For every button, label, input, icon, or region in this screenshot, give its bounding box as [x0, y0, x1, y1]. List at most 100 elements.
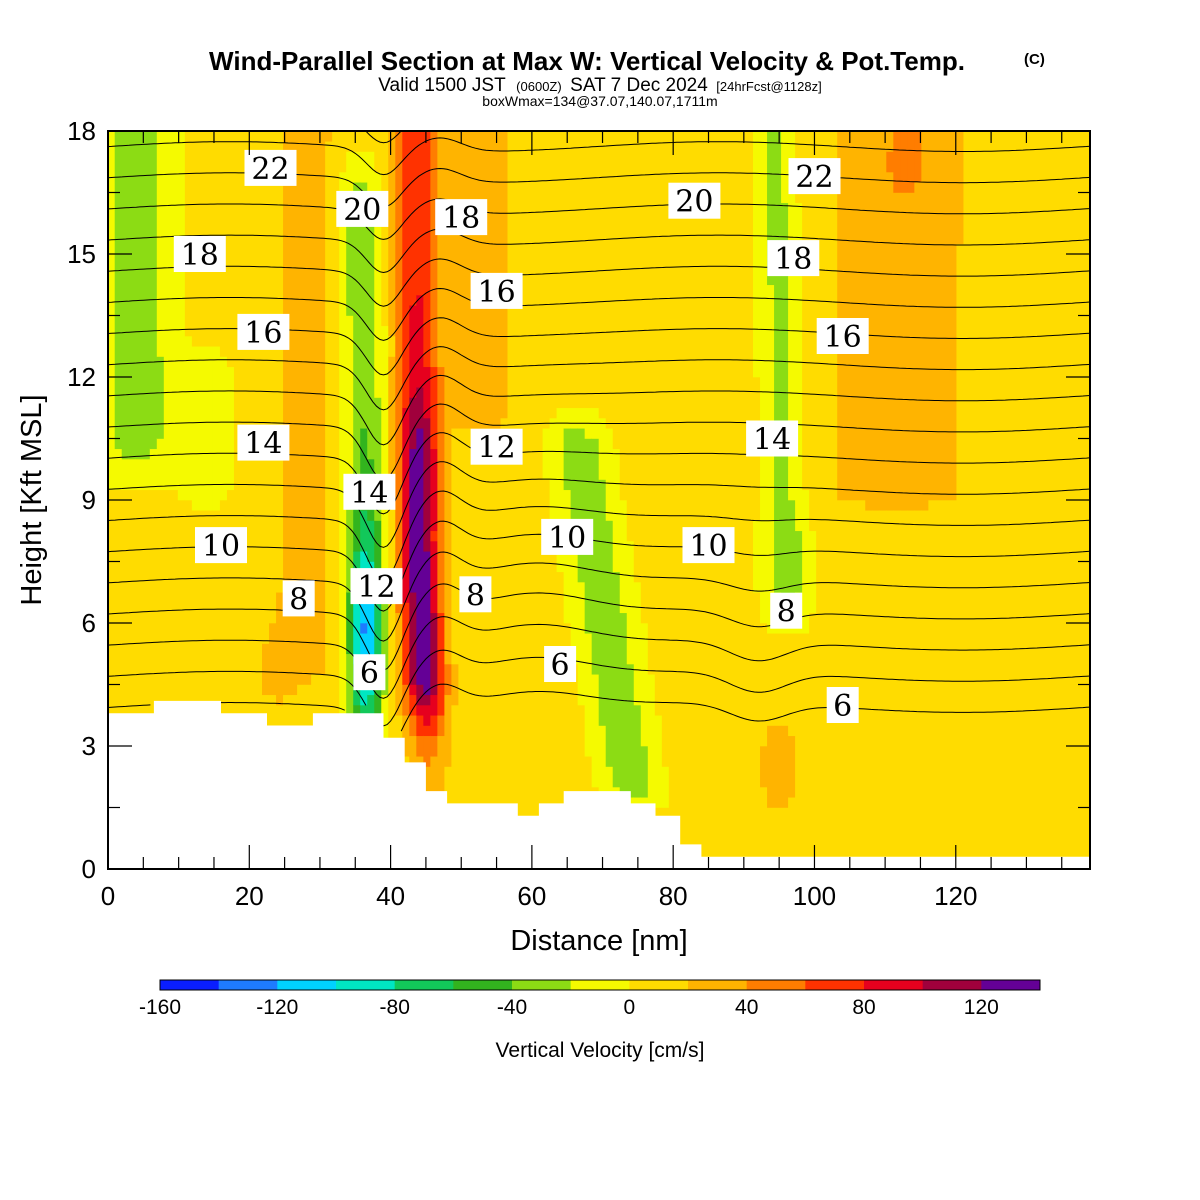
- w-field-cell: [156, 489, 165, 869]
- w-field-cell: [409, 397, 417, 450]
- w-field-cell: [570, 427, 579, 542]
- theta-contour-label: 16: [470, 272, 523, 310]
- theta-contour-label-text: 14: [350, 476, 388, 511]
- w-field-cell: [781, 725, 789, 808]
- w-field-cell: [374, 171, 382, 398]
- w-field-cell: [1061, 131, 1070, 869]
- theta-contour-label-text: 22: [795, 160, 833, 195]
- w-field-cell: [451, 663, 460, 706]
- theta-contour-label-text: 18: [774, 242, 812, 277]
- w-field-cell: [865, 509, 873, 869]
- w-field-cell: [865, 131, 873, 511]
- w-field-cell: [114, 131, 123, 450]
- w-field-cell: [472, 427, 481, 869]
- w-field-cell: [781, 202, 789, 603]
- colorbar-swatch: [453, 980, 513, 990]
- w-field-cell: [135, 489, 144, 869]
- chart-subtitle: Valid 1500 JST (0600Z) SAT 7 Dec 2024 [2…: [378, 75, 821, 96]
- w-field-cell: [304, 131, 312, 685]
- w-field-cell: [367, 520, 375, 562]
- w-field-cell: [675, 131, 684, 869]
- w-field-cell: [367, 192, 375, 460]
- y-tick-label: 18: [67, 116, 96, 146]
- w-field-cell: [283, 131, 291, 696]
- theta-contour-label-text: 20: [675, 185, 713, 220]
- w-field-cell: [788, 796, 796, 869]
- w-field-cell: [731, 131, 740, 869]
- theta-contour-label: 14: [746, 420, 799, 458]
- w-field-cell: [360, 622, 368, 634]
- w-field-cell: [633, 704, 642, 798]
- w-field-cell: [416, 294, 424, 388]
- w-field-cell: [269, 622, 277, 696]
- w-field-cell: [816, 131, 824, 869]
- w-field-cell: [851, 131, 859, 501]
- w-field-cell: [388, 335, 396, 357]
- w-field-cell: [128, 489, 137, 869]
- theta-contour-label: 18: [173, 236, 226, 273]
- w-field-cell: [388, 489, 396, 869]
- w-field-cell: [879, 509, 887, 869]
- w-field-cell: [226, 131, 235, 368]
- w-field-cell: [444, 131, 452, 665]
- w-field-cell: [514, 131, 523, 869]
- w-field-cell: [956, 131, 965, 245]
- w-field-cell: [311, 131, 319, 675]
- w-field-cell: [598, 131, 607, 419]
- w-field-cell: [767, 632, 775, 726]
- theta-contour-line: [108, 520, 1090, 612]
- theta-contour-line: [108, 551, 1090, 642]
- w-field-cell: [360, 509, 368, 552]
- theta-contour-label-text: 6: [833, 689, 852, 724]
- w-field-cell: [346, 653, 354, 757]
- theta-contour-label: 6: [826, 687, 859, 724]
- w-field-cell: [360, 151, 368, 183]
- w-field-cell: [682, 131, 691, 869]
- w-field-cell: [402, 602, 410, 685]
- colorbar-tick-label: -40: [497, 996, 527, 1019]
- w-field-cell: [977, 131, 986, 869]
- w-field-cell: [570, 540, 579, 665]
- colorbar-swatch: [336, 980, 396, 990]
- w-field-cell: [844, 499, 852, 869]
- y-tick-label: 3: [82, 731, 96, 761]
- theta-contour-line: [108, 287, 1090, 341]
- w-field-cell: [619, 612, 628, 798]
- w-field-cell: [423, 694, 431, 706]
- w-field-cell: [893, 192, 901, 511]
- theta-contour-labels: 6 6 6 8 8 8 10 10 10 12 12 14 14 14 16 16 16 18 18 18 20 20 22…: [173, 149, 869, 724]
- w-field-cell: [795, 632, 803, 869]
- w-field-cell: [423, 131, 431, 368]
- w-field-cell: [661, 131, 670, 767]
- w-field-cell: [430, 530, 438, 542]
- w-field-cell: [226, 489, 235, 869]
- w-field-cell: [212, 509, 221, 869]
- w-field-cell: [710, 131, 719, 869]
- w-field-cell: [844, 131, 852, 501]
- w-field-cell: [437, 714, 445, 737]
- w-field-cell: [928, 131, 936, 501]
- theta-contour-line: [108, 583, 1090, 671]
- w-field-cell: [879, 131, 887, 511]
- theta-contour-label-text: 10: [689, 529, 727, 564]
- w-field-cell: [612, 131, 621, 450]
- w-field-cell: [142, 489, 151, 869]
- w-field-cell: [444, 694, 452, 767]
- w-field-cell: [360, 632, 368, 675]
- w-field-cell: [156, 131, 165, 357]
- w-field-cell: [886, 151, 894, 173]
- w-field-cell: [437, 366, 445, 614]
- w-field-cell: [935, 499, 943, 869]
- w-field-cell: [738, 131, 747, 869]
- w-field-cell: [788, 735, 796, 798]
- w-field-cell: [318, 131, 326, 675]
- w-field-cell: [760, 131, 768, 624]
- w-field-cell: [556, 571, 565, 869]
- w-field-cell: [809, 612, 817, 869]
- w-field-cell: [563, 622, 572, 869]
- w-field-cell: [998, 131, 1007, 869]
- w-field-cell: [423, 725, 431, 737]
- chart-title-mark: (C): [1024, 51, 1045, 68]
- w-field-cell: [416, 131, 424, 296]
- theta-contour-label: 16: [237, 313, 290, 351]
